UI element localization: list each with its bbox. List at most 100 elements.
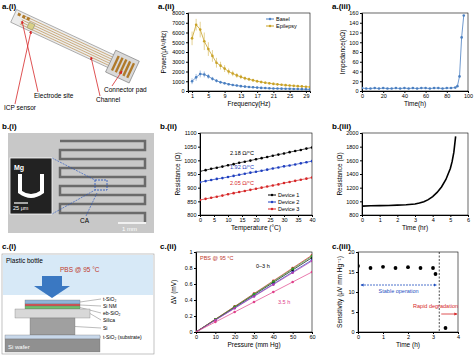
data-point <box>277 183 280 186</box>
error-bar <box>216 79 217 83</box>
series-line <box>196 256 312 332</box>
data-point <box>300 178 303 181</box>
bottle <box>2 254 154 354</box>
data-point <box>394 266 398 270</box>
tick-label: 13 <box>238 93 244 99</box>
data-point <box>276 87 279 90</box>
tick: 0 <box>181 88 188 94</box>
data-point <box>215 61 218 64</box>
error-bar <box>236 85 237 87</box>
tick: 100 <box>349 40 362 46</box>
axis-title: Sensitivity (μV mm Hg⁻¹) <box>336 256 344 328</box>
error-bar <box>265 87 266 88</box>
data-point <box>215 79 218 82</box>
data-point <box>284 87 287 90</box>
tick: 5000 <box>172 40 188 46</box>
plot-frame <box>362 13 468 91</box>
x-axis: 01234 <box>357 332 460 340</box>
axis-title: Pressure (mm Hg) <box>227 341 280 349</box>
data-point <box>191 80 194 83</box>
tick-mark <box>186 13 188 14</box>
layer <box>5 339 100 352</box>
tick-mark <box>360 133 362 134</box>
legend: BaselEpilepsy <box>266 16 297 29</box>
tick-label: 20 <box>352 79 358 85</box>
data-point <box>433 87 436 90</box>
tick-label: 5 <box>449 217 452 223</box>
data-point <box>386 87 389 90</box>
error-bar <box>293 88 294 90</box>
data-point <box>199 73 202 76</box>
tick: 850 <box>187 199 200 205</box>
legend-swatch <box>268 195 276 196</box>
tick-label: 15 <box>239 217 245 223</box>
axis-title: Time (hr) <box>402 224 428 232</box>
series-line <box>196 272 312 332</box>
tick: 3 <box>414 215 417 223</box>
tick-label: 140 <box>349 20 358 26</box>
pointer-arrow <box>15 31 31 104</box>
data-point <box>195 23 198 26</box>
tick-label: 0 <box>361 93 364 99</box>
legend-marker <box>271 208 273 210</box>
series-line <box>362 15 464 88</box>
error-bar <box>220 62 221 70</box>
legend-marker <box>269 25 271 27</box>
tick-label: 2000 <box>346 130 358 136</box>
panel-label: a.(iii) <box>332 2 351 11</box>
tick-label: 5 <box>351 309 354 315</box>
legend-label: Epilepsy <box>276 23 297 29</box>
x-axis: 0510152025303540 <box>199 215 316 223</box>
error-bar <box>277 83 278 85</box>
error-bar <box>261 87 262 88</box>
data-point <box>211 78 214 81</box>
error-bar <box>212 50 213 62</box>
data-point <box>305 88 308 91</box>
error-bar <box>257 87 258 88</box>
data-point <box>288 164 291 167</box>
tick: 0.2 <box>185 313 196 319</box>
tick-label: 4000 <box>172 49 184 55</box>
tick-label: 10 <box>213 334 219 340</box>
diagram-label: ICP sensor <box>4 104 37 111</box>
tick-label: 80 <box>352 49 358 55</box>
tick: 0 <box>357 332 360 340</box>
error-bar <box>212 77 213 81</box>
error-bar <box>200 71 201 78</box>
tick-label: 60 <box>423 93 429 99</box>
annotation: 2.18 Ω/°C <box>230 150 254 156</box>
data-point <box>260 81 263 84</box>
tick-label: 20 <box>232 334 238 340</box>
data-point <box>420 87 423 90</box>
data-point <box>253 295 256 298</box>
axis-title: Temperature (°C) <box>231 224 281 232</box>
data-point <box>288 181 291 184</box>
tick-label: 0 <box>189 329 192 335</box>
data-point <box>264 87 267 90</box>
pad-contact <box>126 63 135 79</box>
legend-marker <box>269 18 271 20</box>
data-point <box>260 157 263 160</box>
data-point <box>456 85 459 88</box>
shank <box>11 10 117 69</box>
tick: 1400 <box>346 171 362 177</box>
data-point <box>244 85 247 88</box>
tick-mark <box>198 201 200 202</box>
tick: 0 <box>199 215 202 223</box>
flow-arrow <box>34 276 70 298</box>
y-axis: 00.20.40.60.81 <box>185 249 197 335</box>
chart-panel: 0123456800100012001400160018002000Time (… <box>336 130 470 232</box>
error-bar <box>257 80 258 83</box>
data-point <box>283 152 286 155</box>
data-point <box>288 88 291 91</box>
plot-frame <box>188 13 310 91</box>
data-point <box>301 88 304 91</box>
tick: 2000 <box>172 69 188 75</box>
data-point <box>311 259 312 262</box>
tick: 2000 <box>346 130 362 136</box>
data-point <box>292 85 295 88</box>
data-point <box>244 160 247 163</box>
tick-label: 20 <box>253 217 259 223</box>
tick: 4000 <box>172 49 188 55</box>
series-line <box>196 260 312 332</box>
